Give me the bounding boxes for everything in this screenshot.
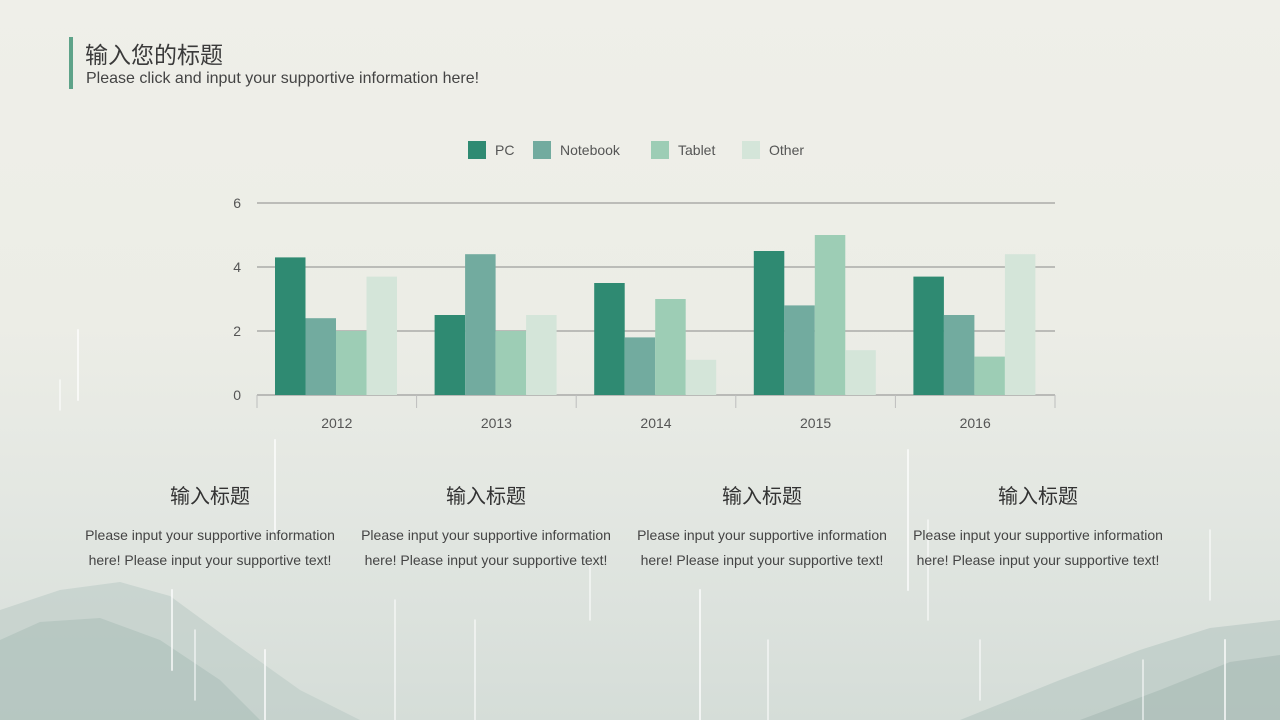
bar-tablet-2016 — [974, 356, 1005, 395]
chart-legend: PC Notebook Tablet Other — [0, 141, 1280, 161]
legend-item-tablet: Tablet — [651, 141, 715, 159]
title-accent-bar — [69, 37, 73, 89]
bar-tablet-2015 — [814, 235, 846, 395]
bar-notebook-2015 — [784, 305, 815, 395]
legend-label: PC — [495, 142, 515, 158]
bar-other-2015 — [845, 350, 876, 395]
bar-tablet-2014 — [655, 299, 686, 395]
legend-swatch — [742, 141, 760, 159]
column-title[interactable]: 输入标题 — [170, 484, 250, 508]
column-title[interactable]: 输入标题 — [998, 484, 1078, 508]
rain-streaks — [59, 329, 1226, 720]
bar-other-2016 — [1004, 254, 1036, 395]
info-column-3: 输入标题 Please input your supportive inform… — [624, 480, 900, 573]
info-column-2: 输入标题 Please input your supportive inform… — [348, 480, 624, 573]
legend-label: Other — [769, 142, 805, 158]
page-title[interactable]: 输入您的标题 — [85, 43, 223, 69]
bar-other-2012 — [366, 276, 397, 395]
page-subtitle[interactable]: Please click and input your supportive i… — [86, 70, 480, 87]
y-tick-label: 4 — [233, 259, 241, 275]
bar-pc-2016 — [913, 276, 944, 395]
bar-tablet-2013 — [495, 331, 527, 395]
bar-chart: 0 2 4 6 2012 2013 2014 2015 2016 — [233, 195, 1056, 431]
mountain-right-front — [1080, 655, 1280, 720]
bar-pc-2015 — [753, 251, 785, 395]
bar-notebook-2012 — [305, 318, 336, 395]
column-text[interactable]: Please input your supportive information… — [913, 527, 1163, 568]
column-text[interactable]: Please input your supportive information… — [85, 527, 335, 568]
legend-swatch — [533, 141, 551, 159]
x-tick-label: 2016 — [960, 415, 991, 431]
legend-swatch — [651, 141, 669, 159]
x-tick-label: 2015 — [800, 415, 831, 431]
y-tick-label: 2 — [233, 323, 241, 339]
bar-pc-2013 — [434, 315, 466, 395]
bar-notebook-2016 — [943, 315, 975, 395]
y-tick-label: 0 — [233, 387, 241, 403]
info-column-1: 输入标题 Please input your supportive inform… — [72, 480, 348, 573]
bar-notebook-2014 — [624, 337, 656, 395]
column-title[interactable]: 输入标题 — [446, 484, 526, 508]
bar-notebook-2013 — [465, 254, 496, 395]
x-tick-label: 2013 — [481, 415, 512, 431]
column-title[interactable]: 输入标题 — [722, 484, 802, 508]
column-text[interactable]: Please input your supportive information… — [637, 527, 887, 568]
y-tick-label: 6 — [233, 195, 241, 211]
bar-pc-2014 — [594, 283, 625, 395]
legend-swatch — [468, 141, 486, 159]
info-column-4: 输入标题 Please input your supportive inform… — [900, 480, 1176, 573]
bar-pc-2012 — [275, 257, 306, 395]
bar-other-2013 — [526, 315, 557, 395]
legend-label: Notebook — [560, 142, 620, 158]
legend-item-notebook: Notebook — [533, 141, 620, 159]
x-tick-label: 2014 — [640, 415, 671, 431]
bar-other-2014 — [685, 359, 717, 395]
legend-label: Tablet — [678, 142, 716, 158]
legend-item-other: Other — [742, 141, 804, 159]
x-tick-label: 2012 — [321, 415, 352, 431]
bar-tablet-2012 — [336, 331, 367, 395]
column-text[interactable]: Please input your supportive information… — [361, 527, 611, 568]
legend-item-pc: PC — [468, 141, 514, 159]
